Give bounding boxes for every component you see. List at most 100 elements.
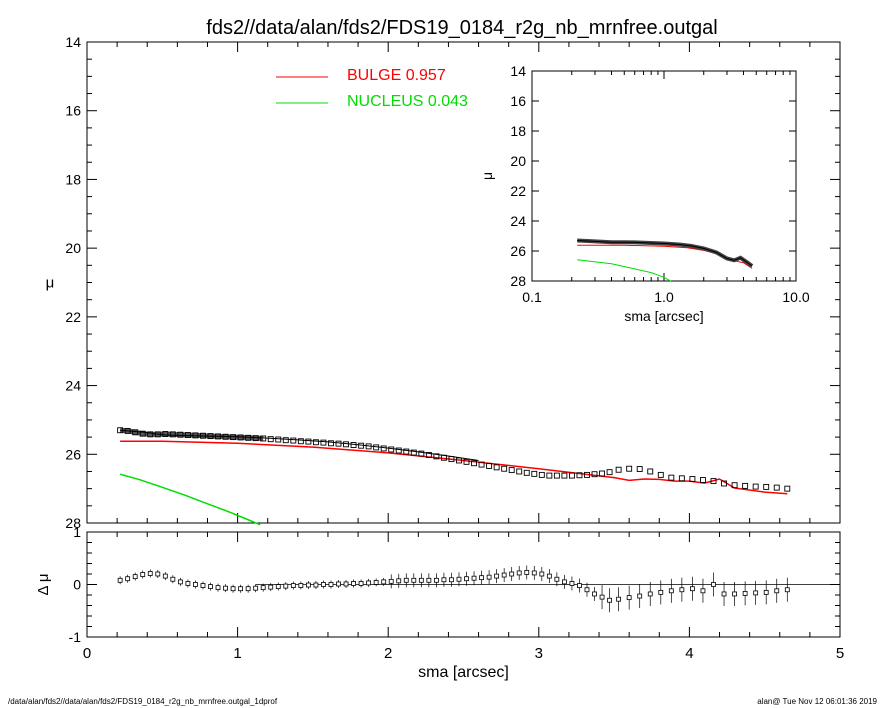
residual-point <box>381 579 387 585</box>
residual-point <box>531 570 537 576</box>
residual-point <box>494 573 500 579</box>
y-tick-label: 14 <box>510 63 526 79</box>
data-point <box>546 472 553 479</box>
residual-point <box>223 585 228 591</box>
data-point <box>320 439 327 446</box>
data-point <box>132 429 139 436</box>
residual-point <box>753 590 759 596</box>
data-point <box>433 453 440 460</box>
data-point <box>678 475 685 482</box>
x-tick-label: 1 <box>233 645 241 662</box>
data-point <box>343 441 349 448</box>
data-point <box>626 465 633 472</box>
data-line <box>577 240 753 267</box>
data-point <box>297 438 304 445</box>
data-point <box>657 471 664 478</box>
residual-point <box>298 583 304 588</box>
y-tick-label: 1 <box>73 524 81 540</box>
data-point <box>192 432 199 439</box>
y-axis-label: μ <box>479 172 495 180</box>
residual-point <box>132 574 138 580</box>
residual-point <box>647 591 653 597</box>
residual-point <box>343 581 349 587</box>
residual-point <box>554 576 560 582</box>
data-point <box>147 431 154 438</box>
y-tick-label: 26 <box>510 243 526 259</box>
x-tick-label: 4 <box>685 645 693 662</box>
residual-point <box>711 582 716 587</box>
residual-point <box>305 582 311 588</box>
residual-point <box>125 576 131 582</box>
inset-frame <box>531 70 797 282</box>
data-point <box>448 456 455 463</box>
data-point <box>358 442 365 449</box>
y-tick-label: 16 <box>65 103 81 119</box>
data-point <box>599 470 606 477</box>
residual-point <box>260 585 266 591</box>
residual-point <box>433 577 439 583</box>
residual-point <box>562 579 567 585</box>
residual-point <box>732 591 737 597</box>
residual-point <box>546 573 552 579</box>
residual-point <box>784 587 790 593</box>
residual-point <box>321 582 326 587</box>
data-point <box>636 466 643 473</box>
residual-point <box>516 570 522 576</box>
data-point <box>456 457 462 464</box>
legend-label: NUCLEUS 0.043 <box>347 93 468 110</box>
residual-point <box>373 580 379 585</box>
nucleus-model-line <box>577 259 673 283</box>
y-tick-label: 18 <box>510 123 526 139</box>
residual-point <box>117 577 123 583</box>
data-point <box>508 467 515 474</box>
residual-point <box>290 583 296 588</box>
data-point <box>260 435 267 442</box>
bulge-model-line <box>120 440 788 495</box>
residual-point <box>763 589 769 595</box>
residual-point <box>679 587 685 593</box>
residual-point <box>147 571 153 576</box>
data-point <box>184 432 191 438</box>
data-point <box>230 434 237 441</box>
data-point <box>591 471 598 478</box>
residual-point <box>471 575 477 581</box>
data-point <box>523 469 530 476</box>
residual-point <box>283 583 289 589</box>
y-tick-label: 28 <box>510 273 526 289</box>
residual-point <box>253 585 259 591</box>
residual-point <box>366 580 372 586</box>
residual-point <box>140 572 146 577</box>
residual-point <box>637 593 643 599</box>
residual-point <box>170 576 176 582</box>
legend-label: BULGE 0.957 <box>347 67 446 84</box>
data-point <box>275 436 282 443</box>
data-point <box>207 433 214 440</box>
data-point <box>501 465 508 472</box>
data-point <box>139 430 146 437</box>
residual-point <box>230 586 236 592</box>
residual-point <box>268 584 274 590</box>
data-point <box>328 440 334 447</box>
residual-point <box>721 591 727 597</box>
residual-point <box>501 572 507 578</box>
residual-point <box>177 579 183 585</box>
data-point <box>200 432 206 439</box>
data-point <box>245 434 252 441</box>
data-point <box>763 483 770 490</box>
data-point <box>538 471 545 478</box>
residual-point <box>336 581 341 587</box>
inset-panel: 14 16 18 20 22 24 26 280.1 1.0 10.0 sma [arcsec] μ <box>479 63 810 324</box>
footer-timestamp: alan@ Tue Nov 12 06:01:36 2019 <box>757 697 877 706</box>
residual-point <box>358 581 364 586</box>
data-point <box>124 427 131 434</box>
data-point <box>478 461 485 468</box>
residual-point <box>328 582 334 587</box>
data-point <box>721 480 727 487</box>
data-point <box>710 478 717 485</box>
residual-point <box>539 571 545 577</box>
y-axis-label: μ <box>46 275 55 292</box>
residual-point <box>464 576 469 582</box>
data-point <box>647 468 654 475</box>
data-point <box>689 476 696 482</box>
data-point <box>154 431 161 438</box>
